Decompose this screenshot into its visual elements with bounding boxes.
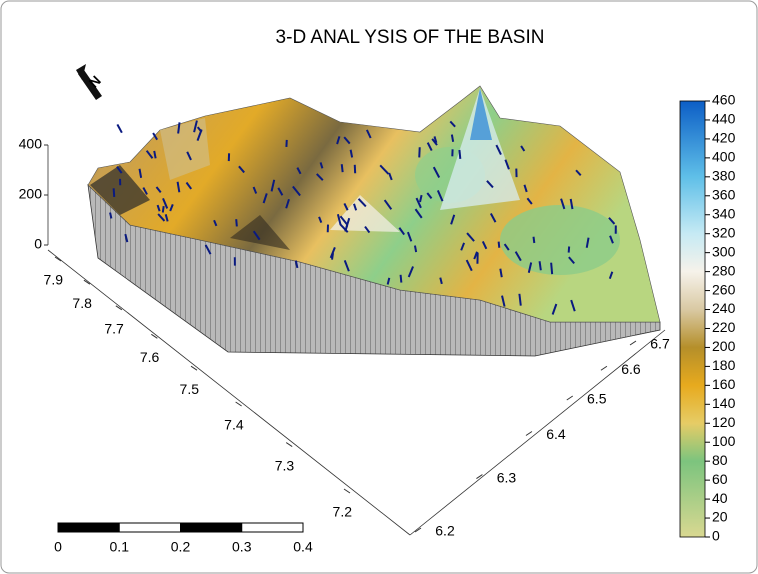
y-tick-label: 6.5 [587, 391, 607, 407]
y-tick-label: 6.4 [546, 426, 566, 442]
figure: 3-D ANAL YSIS OF THE BASIN N 02004007.97… [0, 0, 758, 574]
scale-bar-label: 0 [54, 539, 62, 555]
x-tick-label: 7.6 [140, 349, 160, 365]
colorbar-tick-label: 200 [712, 338, 736, 354]
colorbar-tick-label: 420 [712, 130, 736, 146]
colorbar-tick-label: 400 [712, 149, 736, 165]
scale-bar-label: 0.2 [171, 539, 191, 555]
colorbar-tick-label: 340 [712, 205, 736, 221]
colorbar-tick-label: 40 [712, 490, 728, 506]
colorbar-tick-label: 0 [712, 528, 720, 544]
y-tick-label: 6.2 [435, 523, 455, 539]
colorbar-tick-label: 100 [712, 433, 736, 449]
scale-bar-label: 0.3 [232, 539, 252, 555]
colorbar-tick-label: 260 [712, 281, 736, 297]
colorbar-tick-label: 60 [712, 471, 728, 487]
x-tick-label: 7.5 [180, 381, 200, 397]
scale-bar-segment [181, 523, 242, 532]
colorbar-tick-label: 380 [712, 168, 736, 184]
scale-bar-segment [119, 523, 180, 532]
colorbar-tick-label: 180 [712, 357, 736, 373]
colorbar-tick-label: 240 [712, 300, 736, 316]
x-tick-label: 7.4 [224, 417, 244, 433]
colorbar-tick-label: 220 [712, 319, 736, 335]
title: 3-D ANAL YSIS OF THE BASIN [276, 27, 545, 48]
colorbar-tick-label: 20 [712, 509, 728, 525]
colorbar-tick-label: 140 [712, 395, 736, 411]
z-tick-label: 0 [34, 236, 42, 252]
scale-bar-label: 0.1 [110, 539, 130, 555]
scale-bar-segment [58, 523, 119, 532]
colorbar-tick-label: 360 [712, 186, 736, 202]
y-tick-label: 6.7 [650, 336, 670, 352]
x-tick-label: 7.3 [275, 457, 295, 473]
z-tick-label: 200 [19, 186, 43, 202]
colorbar-tick-label: 160 [712, 376, 736, 392]
x-tick-label: 7.7 [104, 321, 124, 337]
x-tick-label: 7.8 [72, 295, 92, 311]
y-tick-label: 6.6 [621, 361, 641, 377]
x-tick-label: 7.9 [44, 272, 64, 288]
scale-bar-label: 0.4 [293, 539, 313, 555]
colorbar-tick-label: 440 [712, 111, 736, 127]
x-tick-label: 7.2 [333, 504, 353, 520]
z-tick-label: 400 [19, 136, 43, 152]
colorbar-tick-label: 80 [712, 452, 728, 468]
colorbar-tick-label: 300 [712, 243, 736, 259]
scale-bar-segment [242, 523, 303, 532]
y-tick-label: 6.3 [497, 469, 517, 485]
colorbar-tick-label: 120 [712, 414, 736, 430]
colorbar [680, 101, 705, 537]
colorbar-tick-label: 280 [712, 262, 736, 278]
colorbar-tick-label: 460 [712, 92, 736, 108]
colorbar-tick-label: 320 [712, 224, 736, 240]
